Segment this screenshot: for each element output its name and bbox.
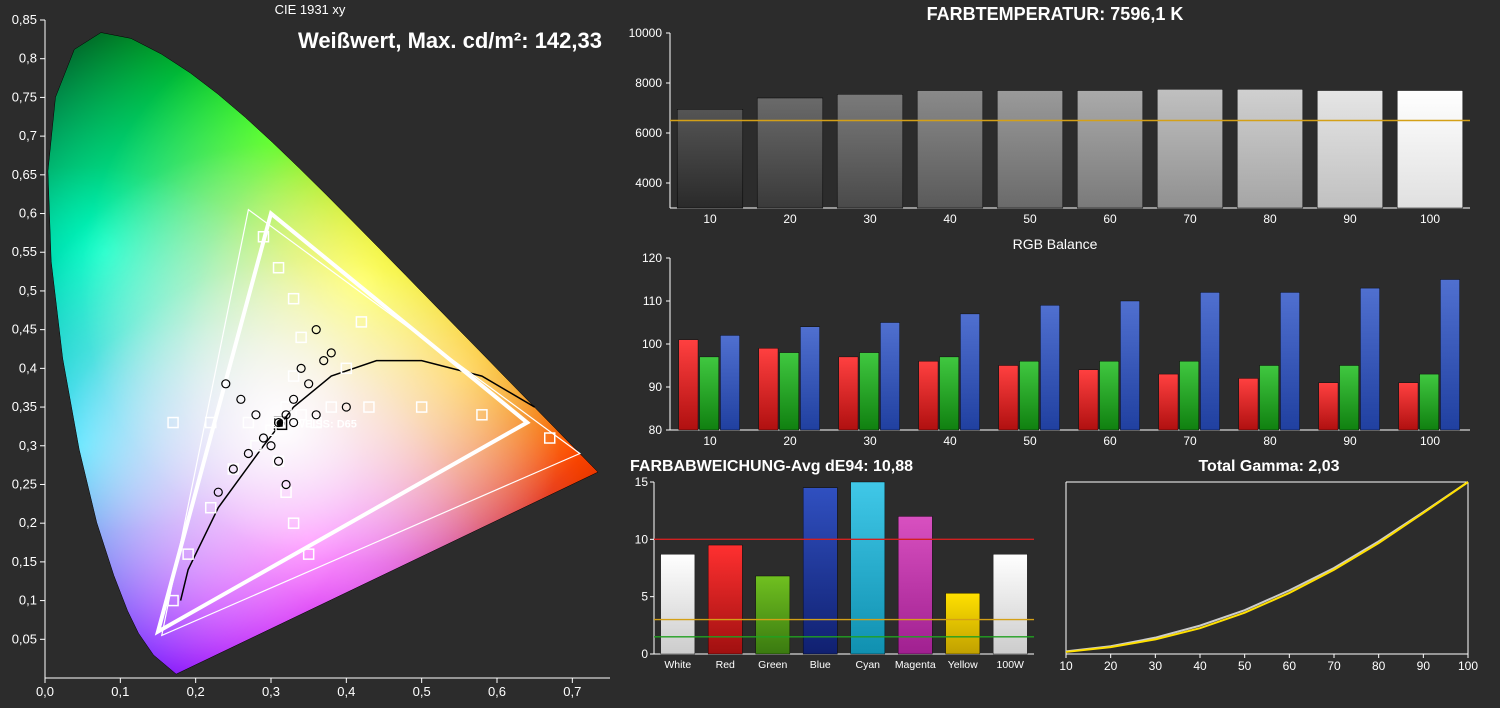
- svg-text:80: 80: [1263, 434, 1277, 448]
- svg-text:0,2: 0,2: [187, 684, 205, 699]
- svg-text:40: 40: [943, 434, 957, 448]
- gamma-title: Total Gamma: 2,03: [1048, 458, 1490, 476]
- svg-text:60: 60: [1103, 434, 1117, 448]
- svg-text:Magenta: Magenta: [895, 659, 936, 671]
- svg-text:0,0: 0,0: [36, 684, 54, 699]
- deviation-chart: 0 5 10 15 White Red Green Blue Cyan Magenta Yellow…: [620, 476, 1040, 676]
- svg-text:90: 90: [1343, 212, 1357, 226]
- svg-text:0,55: 0,55: [12, 244, 37, 259]
- svg-text:Weißwert, Max. cd/m²: 142,33: Weißwert, Max. cd/m²: 142,33: [298, 28, 602, 53]
- cie-panel: CIE 1931 xy 0,0 0,1 0,2 0,3 0,4 0,5 0,6 0,7 0,05 0…: [0, 0, 620, 708]
- svg-text:8000: 8000: [635, 76, 662, 90]
- svg-text:20: 20: [1104, 659, 1118, 673]
- svg-text:0,6: 0,6: [19, 206, 37, 221]
- rgb-balance-chart: 80 90 100 110 120 10 20 30 40 50 60 70 80 90 100: [620, 252, 1480, 452]
- svg-text:0,5: 0,5: [19, 283, 37, 298]
- svg-text:0,7: 0,7: [19, 128, 37, 143]
- svg-text:70: 70: [1183, 212, 1197, 226]
- svg-text:Yellow: Yellow: [948, 659, 978, 671]
- svg-text:0,75: 0,75: [12, 89, 37, 104]
- svg-text:0,35: 0,35: [12, 399, 37, 414]
- svg-text:0,15: 0,15: [12, 554, 37, 569]
- svg-text:20: 20: [783, 212, 797, 226]
- svg-text:80: 80: [649, 423, 663, 437]
- svg-text:60: 60: [1283, 659, 1297, 673]
- svg-text:CIE 1931 xy: CIE 1931 xy: [275, 2, 346, 17]
- svg-text:Red: Red: [716, 659, 735, 671]
- svg-text:70: 70: [1183, 434, 1197, 448]
- svg-text:White: White: [664, 659, 691, 671]
- svg-text:100: 100: [1458, 659, 1478, 673]
- rgb-balance-title: RGB Balance: [620, 236, 1490, 252]
- svg-text:10: 10: [703, 434, 717, 448]
- svg-text:50: 50: [1238, 659, 1252, 673]
- svg-text:90: 90: [649, 380, 663, 394]
- svg-text:Blue: Blue: [810, 659, 831, 671]
- svg-text:30: 30: [863, 212, 877, 226]
- svg-text:30: 30: [1149, 659, 1163, 673]
- svg-text:120: 120: [642, 252, 662, 265]
- svg-text:0,2: 0,2: [19, 515, 37, 530]
- svg-text:0,7: 0,7: [563, 684, 581, 699]
- svg-text:0,25: 0,25: [12, 476, 37, 491]
- svg-text:0,45: 0,45: [12, 322, 37, 337]
- svg-text:90: 90: [1417, 659, 1431, 673]
- svg-text:40: 40: [1193, 659, 1207, 673]
- svg-text:0,1: 0,1: [111, 684, 129, 699]
- svg-text:10: 10: [1059, 659, 1073, 673]
- svg-text:15: 15: [635, 476, 649, 489]
- svg-text:4000: 4000: [635, 176, 662, 190]
- svg-text:30: 30: [863, 434, 877, 448]
- color-temp-title: FARBTEMPERATUR: 7596,1 K: [620, 4, 1490, 25]
- svg-text:10000: 10000: [629, 26, 663, 40]
- svg-text:0: 0: [641, 647, 648, 661]
- svg-text:100: 100: [642, 337, 662, 351]
- svg-text:10: 10: [635, 532, 649, 546]
- svg-text:70: 70: [1327, 659, 1341, 673]
- rgb-balance-section: RGB Balance 8090100110120102030405060708…: [620, 236, 1490, 452]
- svg-text:0,6: 0,6: [488, 684, 506, 699]
- svg-text:50: 50: [1023, 212, 1037, 226]
- color-temp-chart: 4000 6000 8000 10000 10 20 30 40 50 60 70 80 90 100: [620, 25, 1480, 230]
- svg-text:110: 110: [643, 294, 662, 308]
- bottom-row: FARBABWEICHUNG-Avg dE94: 10,88 0 5 10 15 Whi…: [620, 458, 1490, 676]
- svg-text:50: 50: [1023, 434, 1037, 448]
- svg-text:0,4: 0,4: [19, 360, 37, 375]
- svg-text:80: 80: [1372, 659, 1386, 673]
- deviation-section: FARBABWEICHUNG-Avg dE94: 10,88 0 5 10 15 Whi…: [620, 458, 1040, 676]
- right-panel: FARBTEMPERATUR: 7596,1 K 400060008000100…: [620, 0, 1500, 708]
- svg-text:0,1: 0,1: [19, 593, 37, 608]
- gamma-chart: 10 20 30 40 50 60 70 80 90 100: [1048, 476, 1478, 676]
- color-temp-section: FARBTEMPERATUR: 7596,1 K 4000 6000 8000 100…: [620, 4, 1490, 230]
- svg-text:40: 40: [943, 212, 957, 226]
- cie-chart: CIE 1931 xy 0,0 0,1 0,2 0,3 0,4 0,5 0,6 0,7 0,05 0…: [0, 0, 620, 708]
- svg-text:0,8: 0,8: [19, 51, 37, 66]
- svg-text:0,3: 0,3: [19, 438, 37, 453]
- svg-text:0,85: 0,85: [12, 12, 37, 27]
- svg-text:100: 100: [1420, 434, 1440, 448]
- svg-text:10: 10: [703, 212, 717, 226]
- svg-text:0,4: 0,4: [337, 684, 355, 699]
- svg-text:20: 20: [783, 434, 797, 448]
- svg-text:0,65: 0,65: [12, 167, 37, 182]
- svg-text:80: 80: [1263, 212, 1277, 226]
- svg-text:100: 100: [1420, 212, 1440, 226]
- svg-text:60: 60: [1103, 212, 1117, 226]
- svg-text:6000: 6000: [635, 126, 662, 140]
- svg-text:0,3: 0,3: [262, 684, 280, 699]
- svg-text:0,05: 0,05: [12, 631, 37, 646]
- svg-text:Green: Green: [758, 659, 787, 671]
- gamma-section: Total Gamma: 2,03 10 20 30 40 50 60 70 80 90 100: [1048, 458, 1490, 676]
- deviation-title: FARBABWEICHUNG-Avg dE94: 10,88: [620, 458, 1040, 476]
- svg-text:90: 90: [1343, 434, 1357, 448]
- svg-text:5: 5: [641, 590, 648, 604]
- svg-text:Cyan: Cyan: [855, 659, 880, 671]
- svg-text:100W: 100W: [997, 659, 1025, 671]
- svg-text:0,5: 0,5: [413, 684, 431, 699]
